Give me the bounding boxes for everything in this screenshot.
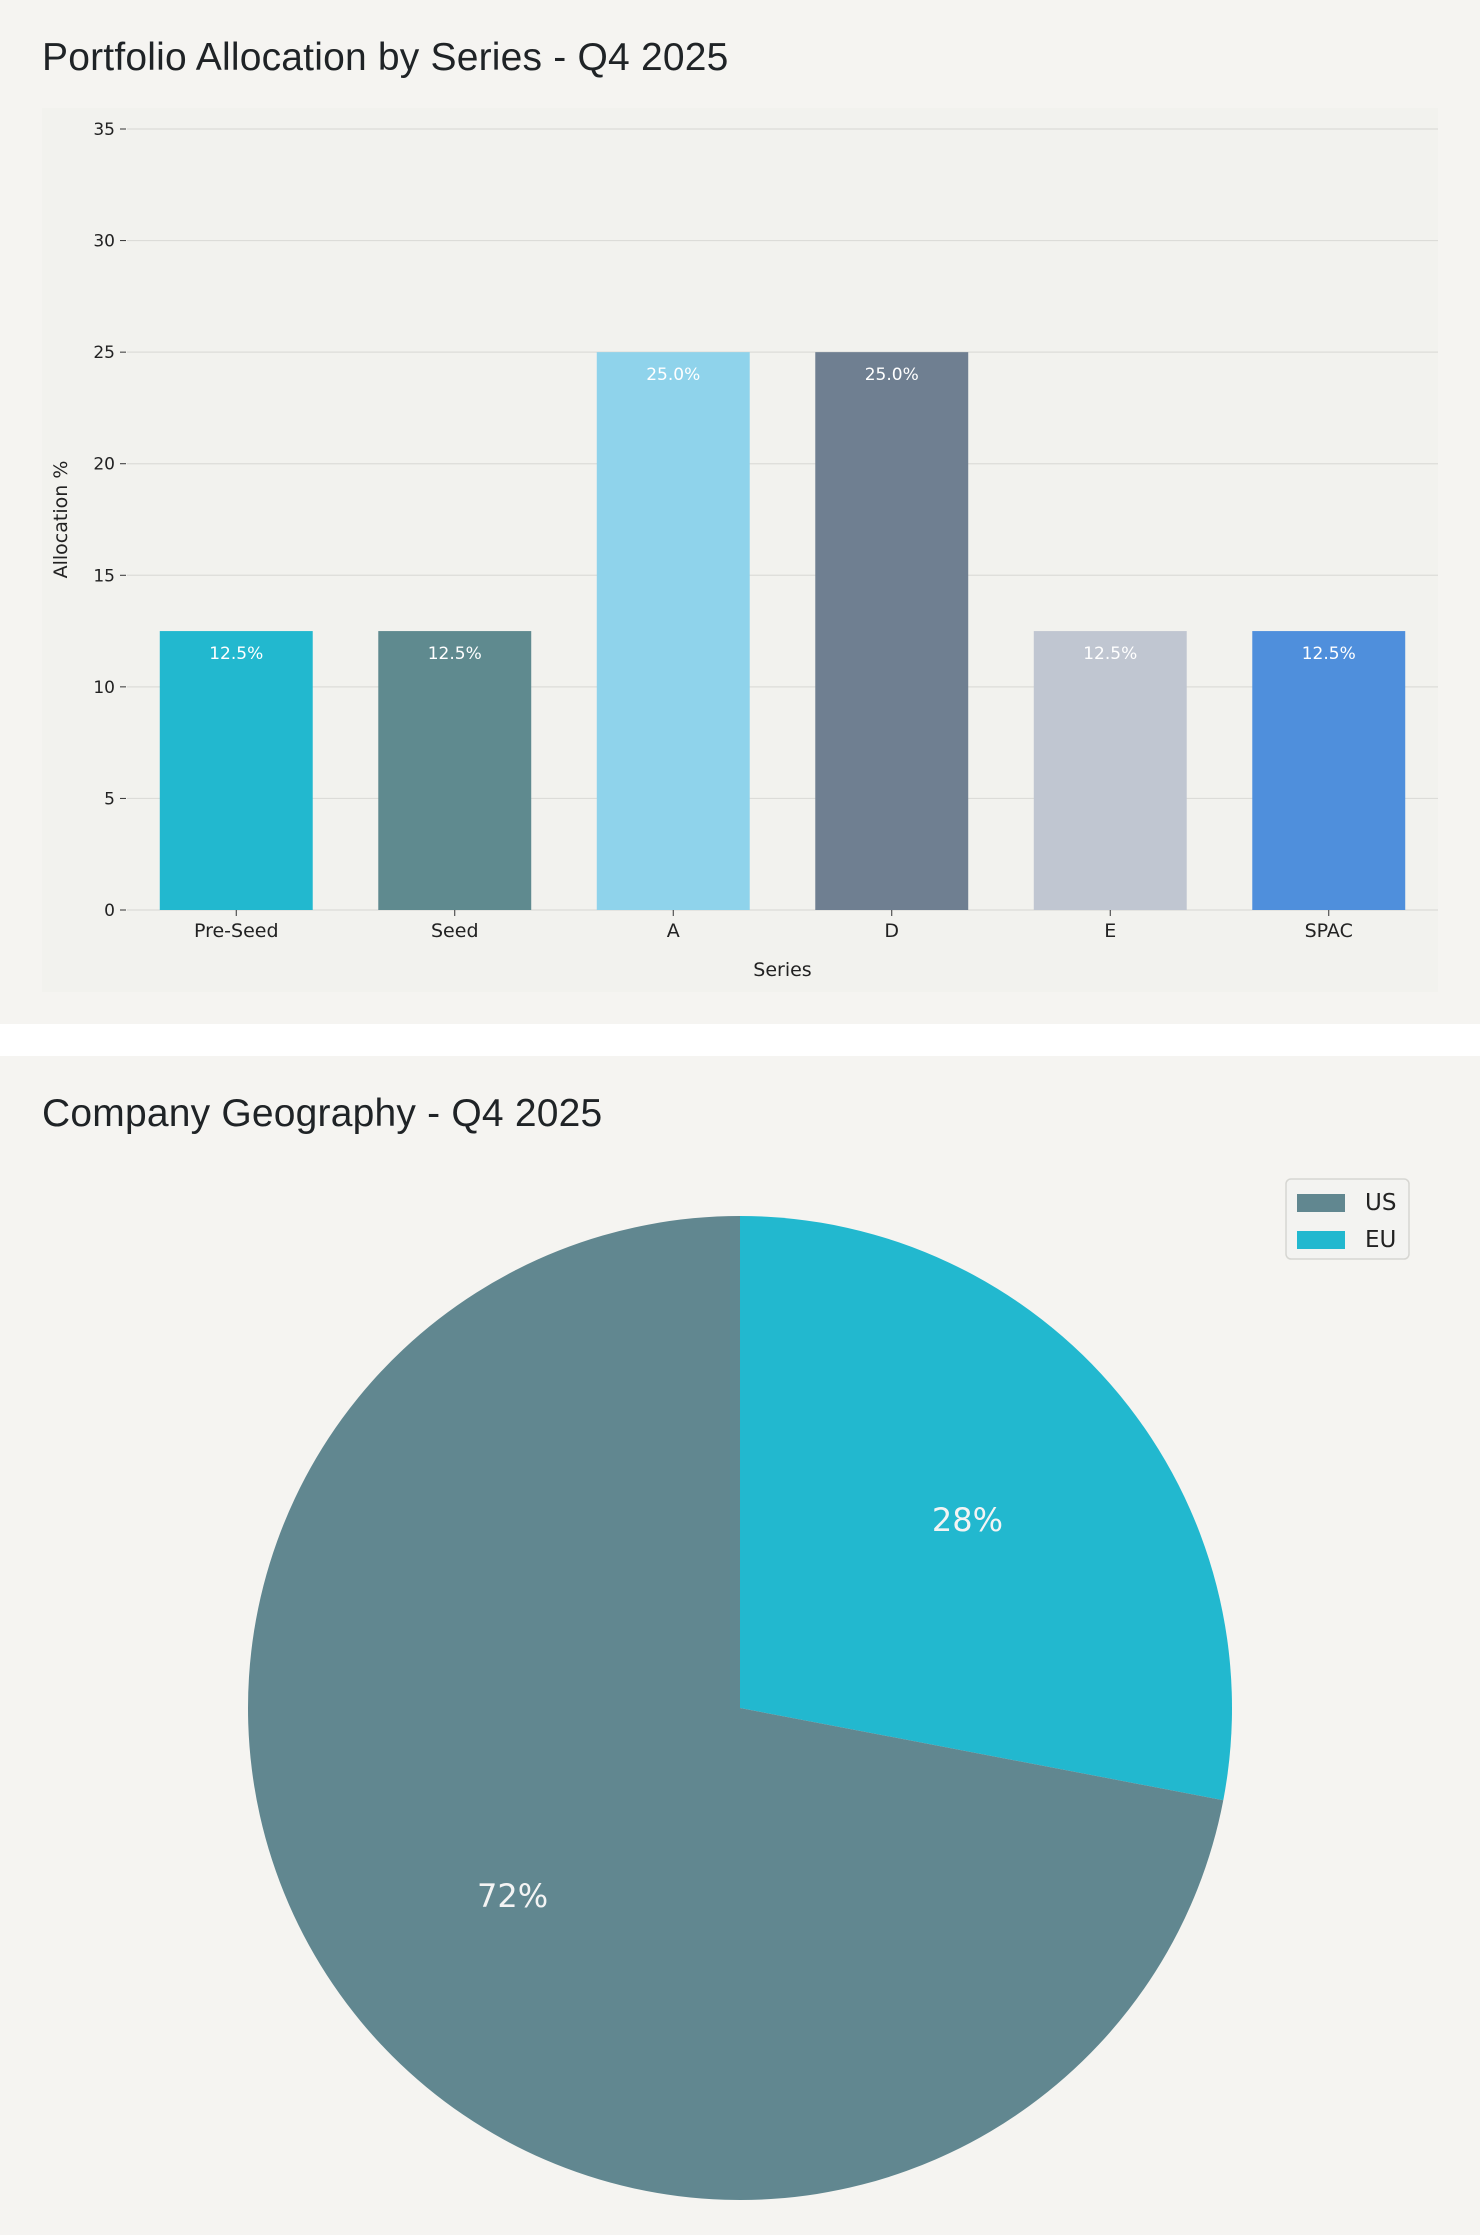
bar-data-label: 25.0% bbox=[646, 365, 700, 385]
x-tick-label: SPAC bbox=[1305, 920, 1353, 942]
y-tick-label: 35 bbox=[93, 120, 115, 140]
x-tick-label: D bbox=[884, 920, 899, 942]
pie-chart-card: Company Geography - Q4 2025 28% 72% US EU bbox=[0, 1056, 1480, 2235]
bar-data-label: 12.5% bbox=[1302, 644, 1356, 664]
y-axis-label: Allocation % bbox=[50, 461, 72, 579]
x-tick-label: E bbox=[1104, 920, 1116, 942]
bar-chart-card: Portfolio Allocation by Series - Q4 2025… bbox=[0, 0, 1480, 1024]
x-tick-label: A bbox=[667, 920, 680, 942]
y-tick-label: 10 bbox=[93, 678, 115, 698]
y-tick-label: 0 bbox=[104, 901, 115, 921]
bar-data-label: 12.5% bbox=[428, 644, 482, 664]
legend: US EU bbox=[1285, 1178, 1410, 1260]
bar bbox=[378, 631, 532, 910]
legend-swatch bbox=[1297, 1231, 1345, 1249]
x-tick-label: Seed bbox=[431, 920, 479, 942]
bar bbox=[159, 631, 313, 910]
bar bbox=[596, 352, 750, 911]
bar-data-label: 12.5% bbox=[209, 644, 263, 664]
bar-chart-title: Portfolio Allocation by Series - Q4 2025 bbox=[42, 36, 729, 79]
x-tick-label: Pre-Seed bbox=[194, 920, 279, 942]
bar bbox=[1033, 631, 1187, 910]
legend-label: US bbox=[1365, 1190, 1396, 1216]
bar bbox=[1252, 631, 1406, 910]
bar bbox=[815, 352, 969, 911]
bar-chart: 0 5 10 15 20 25 30 35 12.5% Pre-Seed 12.5% Seed 25.0… bbox=[42, 108, 1438, 992]
y-tick-label: 15 bbox=[93, 566, 115, 586]
legend-label: EU bbox=[1365, 1227, 1396, 1253]
y-tick-label: 20 bbox=[93, 455, 115, 475]
pie-slice-label: 72% bbox=[477, 1877, 548, 1915]
pie-slice-label: 28% bbox=[932, 1501, 1003, 1539]
pie-slice-us bbox=[248, 1216, 1224, 2200]
pie-chart-title: Company Geography - Q4 2025 bbox=[42, 1092, 603, 1135]
legend-swatch bbox=[1297, 1194, 1345, 1212]
bar-data-label: 12.5% bbox=[1083, 644, 1137, 664]
x-axis-label: Series bbox=[753, 959, 811, 981]
bar-data-label: 25.0% bbox=[865, 365, 919, 385]
y-tick-label: 5 bbox=[104, 789, 115, 809]
pie-chart: 28% 72% US EU bbox=[248, 1178, 1410, 2200]
y-tick-label: 25 bbox=[93, 343, 115, 363]
pie-slice-eu bbox=[740, 1216, 1232, 1801]
y-tick-label: 30 bbox=[93, 232, 115, 252]
